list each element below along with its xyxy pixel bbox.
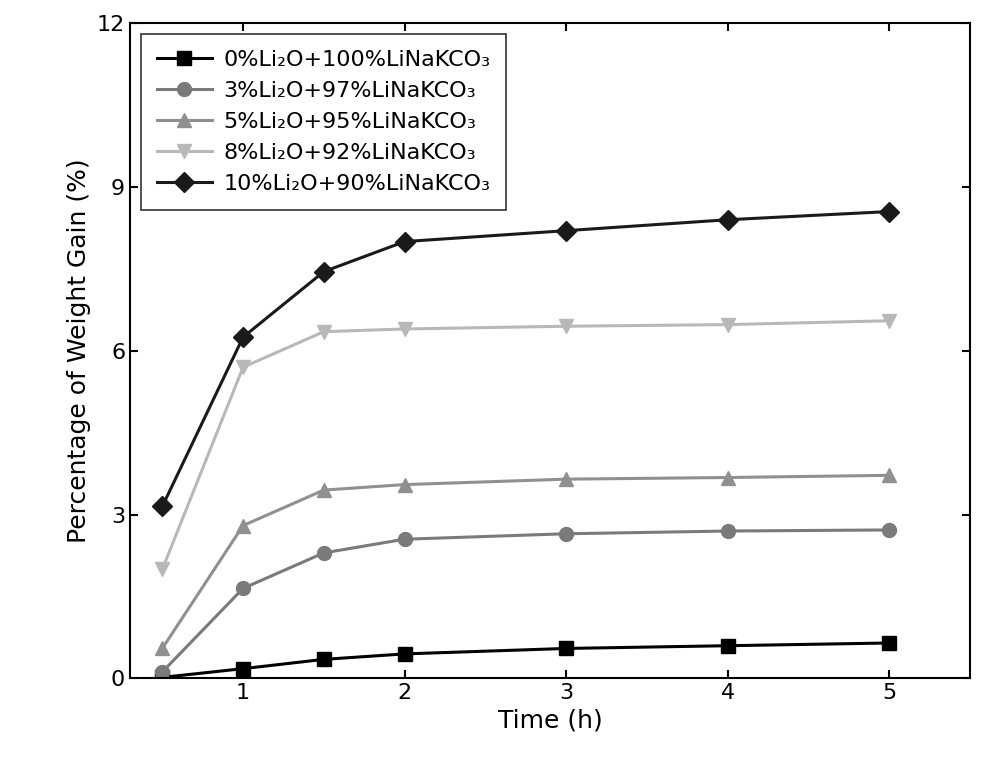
Y-axis label: Percentage of Weight Gain (%): Percentage of Weight Gain (%) (67, 159, 91, 543)
X-axis label: Time (h): Time (h) (498, 709, 602, 733)
0%Li₂O+100%LiNaKCO₃ (156, 673, 168, 682)
8%Li₂O+92%LiNaKCO₃ (318, 327, 330, 336)
10%Li₂O+90%LiNaKCO₃ (237, 332, 249, 342)
8%Li₂O+92%LiNaKCO₃ (883, 316, 895, 325)
5%Li₂O+95%LiNaKCO₃ (399, 480, 411, 490)
Line: 10%Li₂O+90%LiNaKCO₃: 10%Li₂O+90%LiNaKCO₃ (155, 204, 896, 513)
0%Li₂O+100%LiNaKCO₃ (883, 638, 895, 648)
Legend: 0%Li₂O+100%LiNaKCO₃, 3%Li₂O+97%LiNaKCO₃, 5%Li₂O+95%LiNaKCO₃, 8%Li₂O+92%LiNaKCO₃,: 0%Li₂O+100%LiNaKCO₃, 3%Li₂O+97%LiNaKCO₃,… (141, 34, 506, 210)
10%Li₂O+90%LiNaKCO₃ (883, 207, 895, 216)
3%Li₂O+97%LiNaKCO₃ (156, 668, 168, 677)
Line: 8%Li₂O+92%LiNaKCO₃: 8%Li₂O+92%LiNaKCO₃ (155, 314, 896, 576)
5%Li₂O+95%LiNaKCO₃ (237, 521, 249, 530)
10%Li₂O+90%LiNaKCO₃ (722, 215, 734, 224)
3%Li₂O+97%LiNaKCO₃ (722, 527, 734, 536)
8%Li₂O+92%LiNaKCO₃ (722, 320, 734, 329)
3%Li₂O+97%LiNaKCO₃ (883, 525, 895, 534)
8%Li₂O+92%LiNaKCO₃ (399, 325, 411, 334)
0%Li₂O+100%LiNaKCO₃ (399, 649, 411, 658)
8%Li₂O+92%LiNaKCO₃ (156, 564, 168, 574)
8%Li₂O+92%LiNaKCO₃ (560, 322, 572, 331)
5%Li₂O+95%LiNaKCO₃ (318, 486, 330, 495)
5%Li₂O+95%LiNaKCO₃ (883, 470, 895, 480)
5%Li₂O+95%LiNaKCO₃ (560, 474, 572, 483)
0%Li₂O+100%LiNaKCO₃ (237, 664, 249, 673)
0%Li₂O+100%LiNaKCO₃ (318, 655, 330, 664)
3%Li₂O+97%LiNaKCO₃ (399, 534, 411, 544)
8%Li₂O+92%LiNaKCO₃ (237, 362, 249, 372)
0%Li₂O+100%LiNaKCO₃ (722, 641, 734, 651)
10%Li₂O+90%LiNaKCO₃ (399, 237, 411, 246)
10%Li₂O+90%LiNaKCO₃ (560, 226, 572, 235)
5%Li₂O+95%LiNaKCO₃ (722, 473, 734, 482)
0%Li₂O+100%LiNaKCO₃ (560, 644, 572, 653)
3%Li₂O+97%LiNaKCO₃ (560, 529, 572, 538)
Line: 5%Li₂O+95%LiNaKCO₃: 5%Li₂O+95%LiNaKCO₃ (155, 468, 896, 655)
5%Li₂O+95%LiNaKCO₃ (156, 644, 168, 653)
10%Li₂O+90%LiNaKCO₃ (156, 502, 168, 511)
3%Li₂O+97%LiNaKCO₃ (237, 584, 249, 593)
3%Li₂O+97%LiNaKCO₃ (318, 548, 330, 557)
Line: 3%Li₂O+97%LiNaKCO₃: 3%Li₂O+97%LiNaKCO₃ (155, 523, 896, 679)
10%Li₂O+90%LiNaKCO₃ (318, 267, 330, 276)
Line: 0%Li₂O+100%LiNaKCO₃: 0%Li₂O+100%LiNaKCO₃ (155, 636, 896, 685)
